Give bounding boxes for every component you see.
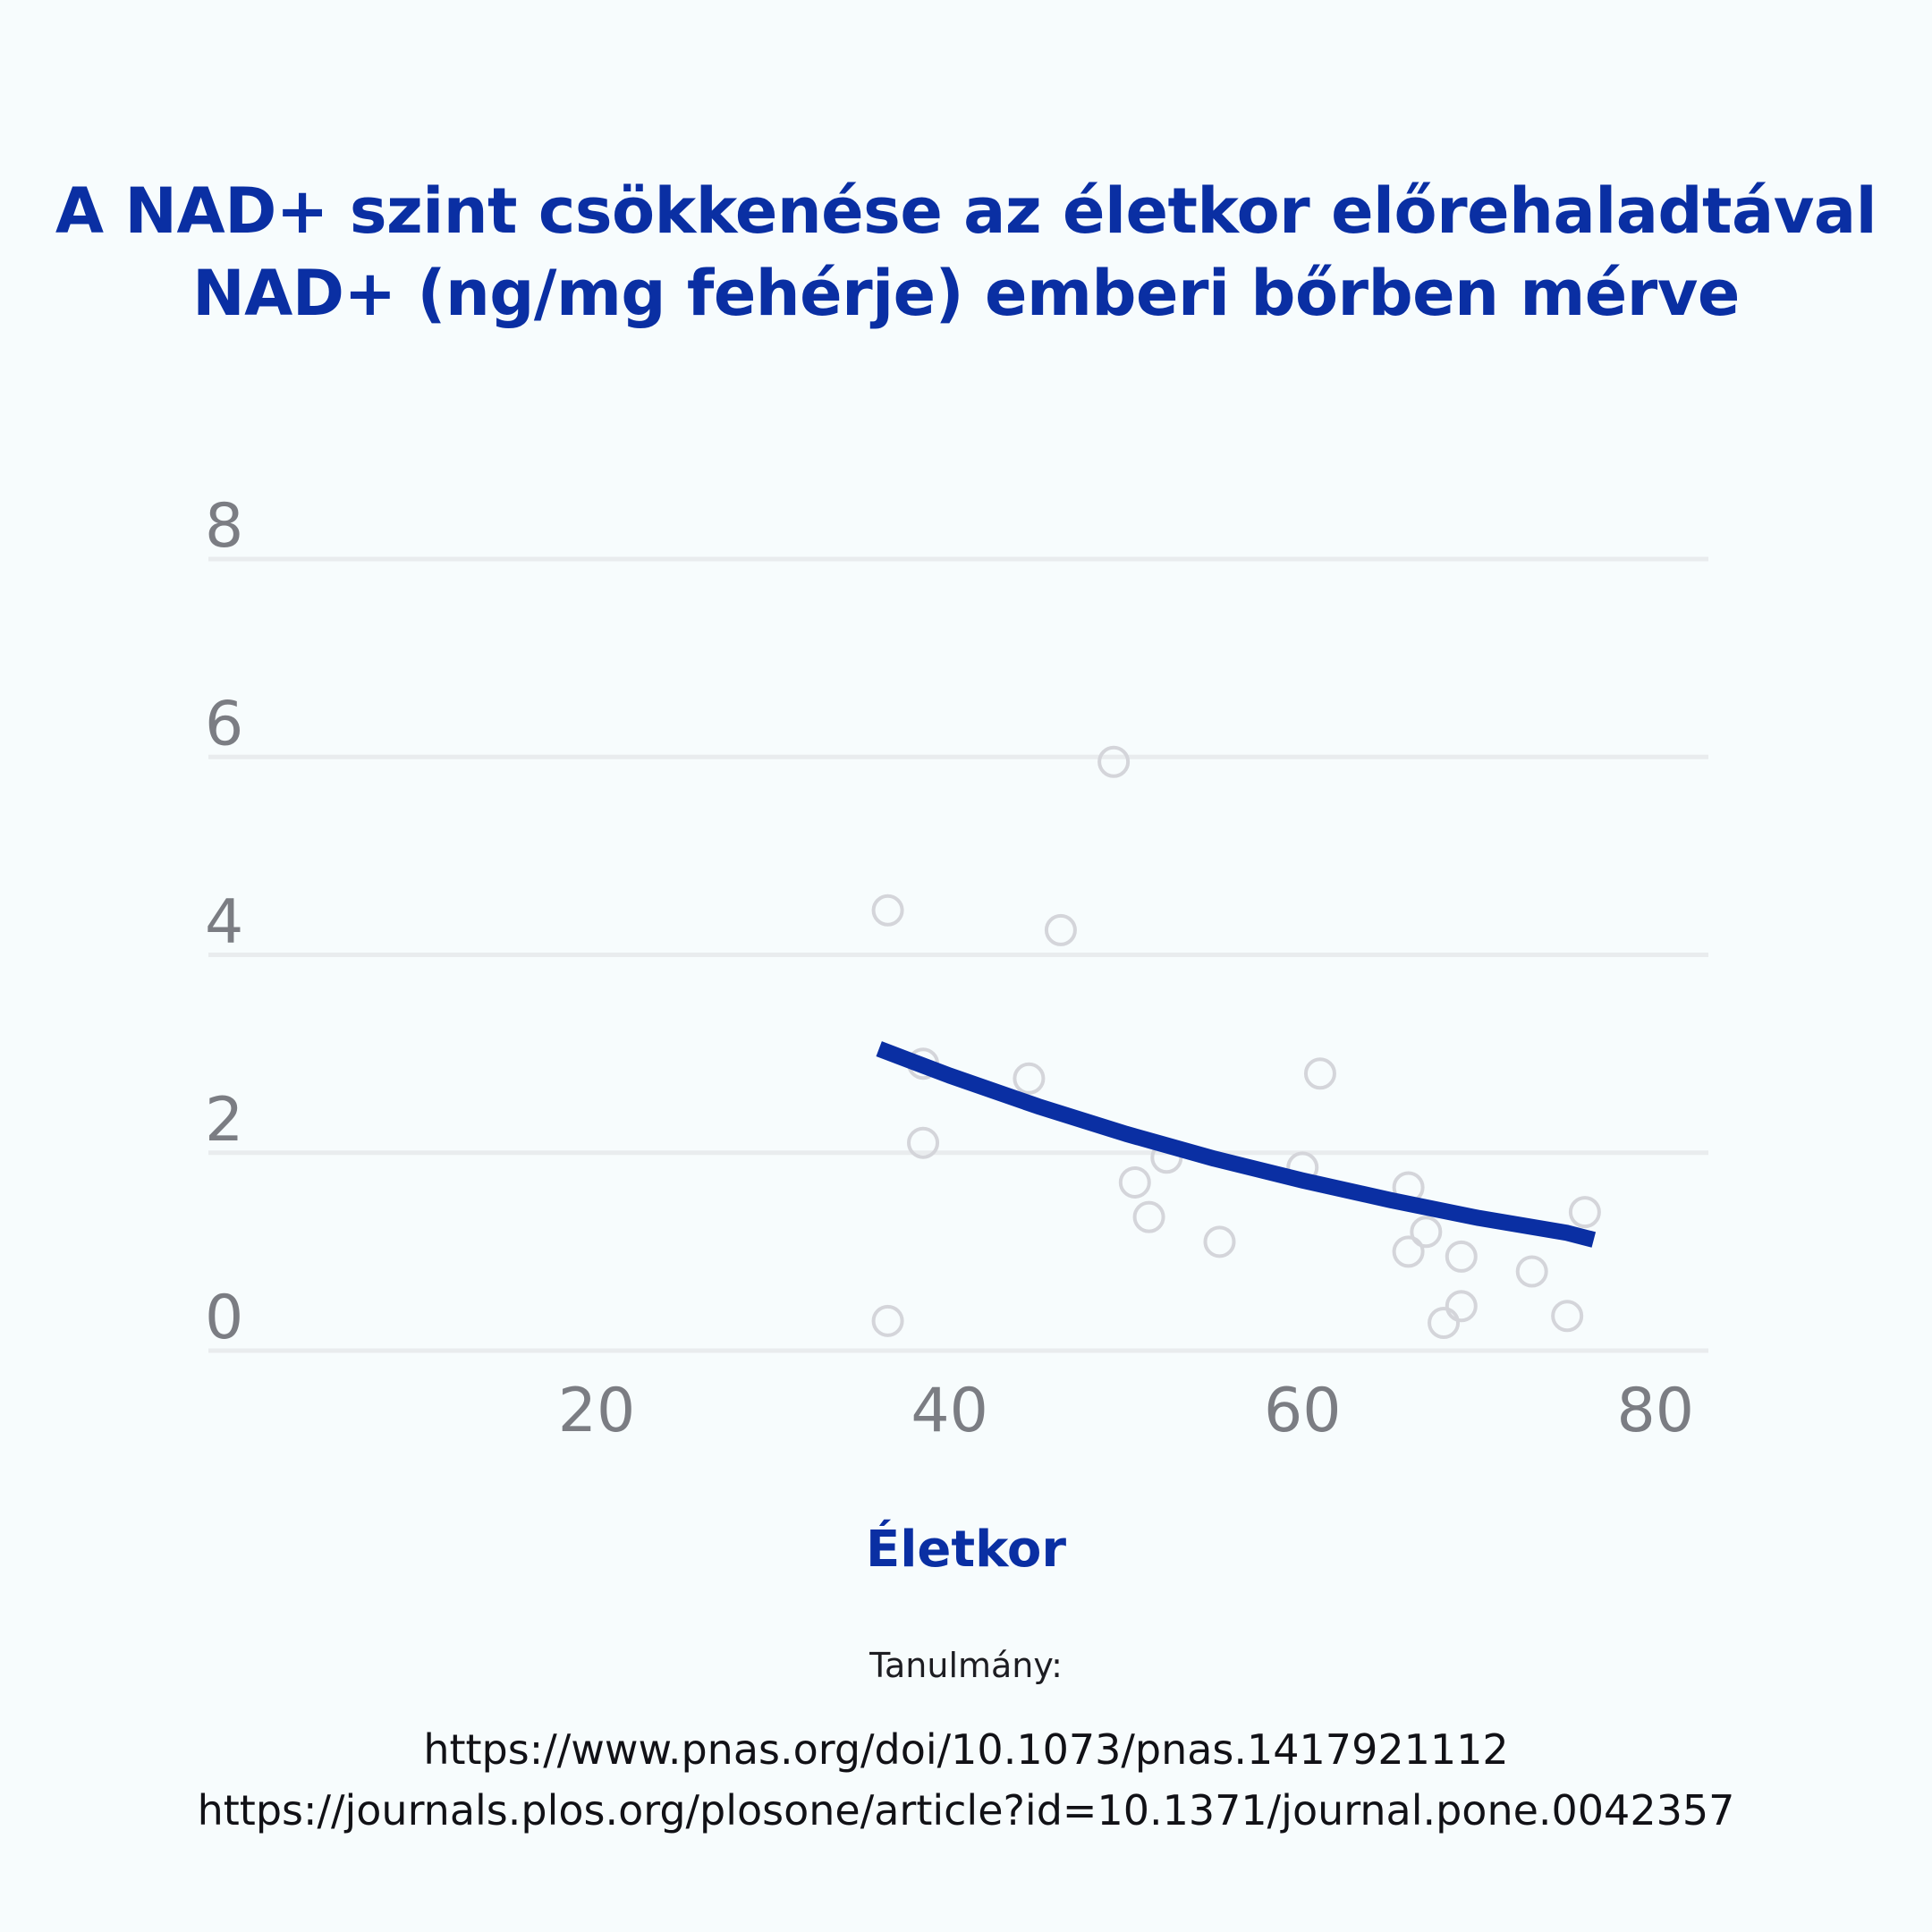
x-tick-label-80: 80 bbox=[1617, 1376, 1695, 1446]
y-tick-label-4: 4 bbox=[205, 887, 243, 958]
data-point-15 bbox=[1392, 1235, 1425, 1268]
source-link-pnas[interactable]: https://www.pnas.org/doi/10.1073/pnas.14… bbox=[423, 1725, 1509, 1774]
data-point-2 bbox=[871, 1304, 904, 1337]
data-point-9 bbox=[1132, 1200, 1165, 1233]
y-tick-label-0: 0 bbox=[205, 1283, 243, 1353]
data-point-6 bbox=[1044, 913, 1077, 946]
data-point-18 bbox=[1445, 1240, 1478, 1273]
x-axis-label: Életkor bbox=[865, 1521, 1067, 1579]
y-tick-label-6: 6 bbox=[205, 689, 243, 759]
data-point-5 bbox=[1013, 1062, 1046, 1095]
data-point-21 bbox=[1551, 1300, 1584, 1333]
data-point-13 bbox=[1303, 1057, 1336, 1090]
data-point-22 bbox=[1568, 1196, 1601, 1229]
data-point-16 bbox=[1410, 1216, 1443, 1249]
x-tick-label-40: 40 bbox=[911, 1376, 988, 1446]
trend-line bbox=[876, 1041, 1597, 1248]
chart-title-line-2: NAD+ (ng/mg fehérje) emberi bőrben mérve bbox=[192, 257, 1740, 330]
source-links: https://www.pnas.org/doi/10.1073/pnas.14… bbox=[0, 1719, 1932, 1841]
source-link-plos[interactable]: https://journals.plos.org/plosone/articl… bbox=[197, 1786, 1735, 1835]
y-tick-label-8: 8 bbox=[205, 491, 243, 562]
data-point-8 bbox=[1118, 1165, 1151, 1199]
scatter-chart: 0 2 4 6 8 20 40 60 80 bbox=[205, 491, 1708, 1446]
data-point-7 bbox=[1097, 745, 1131, 778]
chart-title-line-1: A NAD+ szint csökkenése az életkor előre… bbox=[55, 174, 1877, 248]
data-point-20 bbox=[1515, 1255, 1548, 1288]
data-point-19 bbox=[1445, 1290, 1478, 1323]
data-point-17 bbox=[1428, 1307, 1461, 1340]
source-label: Tanulmány: bbox=[869, 1646, 1063, 1685]
data-point-11 bbox=[1203, 1225, 1236, 1258]
y-tick-label-2: 2 bbox=[205, 1085, 243, 1156]
data-point-3 bbox=[907, 1126, 940, 1159]
x-tick-label-20: 20 bbox=[558, 1376, 636, 1446]
data-point-1 bbox=[871, 894, 904, 927]
x-tick-label-60: 60 bbox=[1264, 1376, 1342, 1446]
chart-title: A NAD+ szint csökkenése az életkor előre… bbox=[0, 170, 1932, 335]
